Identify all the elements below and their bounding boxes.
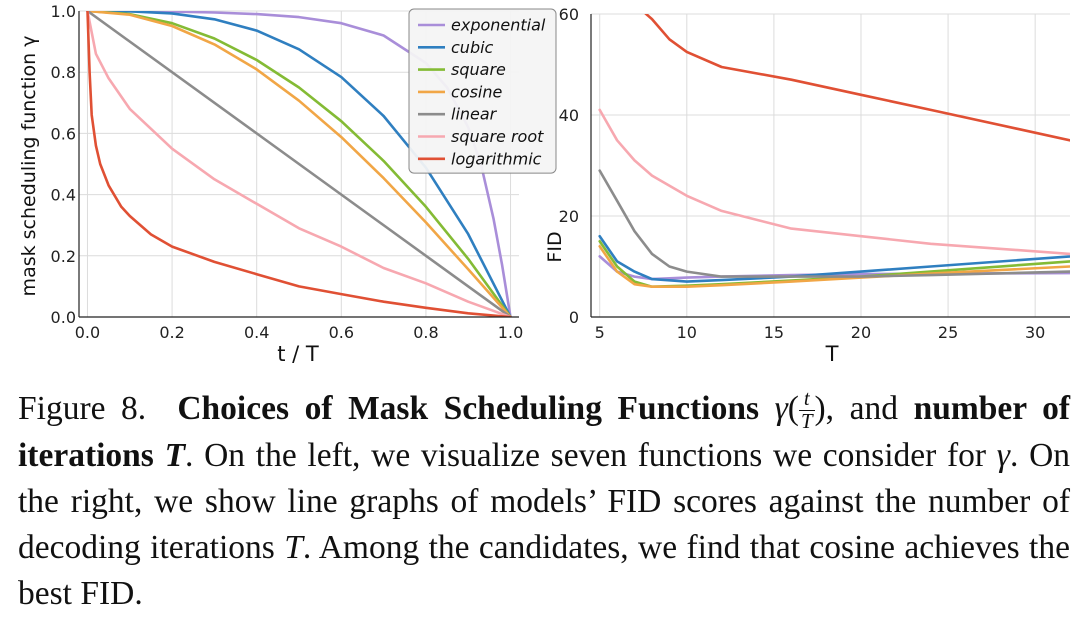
left-series-square bbox=[86, 11, 512, 317]
right-grid bbox=[591, 13, 1070, 318]
caption-gamma-symbol-2: γ bbox=[996, 436, 1010, 474]
caption-figure-number: Figure 8. bbox=[18, 390, 147, 427]
left-ytick-4: 0.8 bbox=[51, 63, 76, 82]
legend-label-exponential: exponential bbox=[451, 16, 546, 35]
right-xtick-4: 25 bbox=[938, 323, 958, 342]
right-series-group bbox=[598, 14, 1070, 289]
left-ytick-5: 1.0 bbox=[51, 2, 76, 21]
left-series-exponential bbox=[86, 11, 512, 317]
right-ytick-3: 60 bbox=[559, 5, 579, 24]
figure-charts: 0.0 0.2 0.4 0.6 0.8 1.0 0.0 0.2 0.4 0.6 0.8 1.0 t /… bbox=[18, 2, 1070, 366]
caption-bold-iterations: number of iterations bbox=[18, 390, 1071, 474]
left-series-cubic bbox=[86, 11, 512, 317]
right-xtick-0: 5 bbox=[595, 323, 605, 342]
left-xtick-2: 0.4 bbox=[244, 323, 269, 342]
legend-box bbox=[408, 8, 557, 174]
chart-legend: exponential cubic square cosine linear square… bbox=[408, 8, 557, 174]
legend-label-logarithmic: logarithmic bbox=[451, 149, 542, 168]
legend-label-cosine: cosine bbox=[451, 82, 503, 101]
right-ytick-2: 40 bbox=[559, 106, 579, 125]
left-ytick-3: 0.6 bbox=[51, 124, 76, 143]
right-series-linear bbox=[598, 169, 1070, 278]
left-series-linear bbox=[86, 11, 512, 317]
right-ytick-1: 20 bbox=[559, 207, 579, 226]
left-xtick-1: 0.2 bbox=[159, 323, 184, 342]
left-ytick-1: 0.2 bbox=[51, 247, 76, 266]
figure-caption: Figure 8. Choices of Mask Scheduling Fun… bbox=[18, 386, 1070, 617]
caption-part4: . On the right, we show line graphs of m… bbox=[18, 436, 1071, 566]
legend-label-square-root: square root bbox=[451, 127, 544, 146]
caption-paren-open: ( bbox=[787, 390, 799, 427]
right-series-logarithmic bbox=[644, 14, 1070, 142]
caption-part5: . Among the candidates, we find that cos… bbox=[18, 528, 1070, 612]
left-series-cosine bbox=[86, 11, 512, 317]
caption-part3: . On the left, we visualize seven functi… bbox=[185, 436, 987, 474]
left-ytick-2: 0.4 bbox=[51, 186, 76, 205]
right-xtick-1: 10 bbox=[677, 323, 697, 342]
legend-label-square: square bbox=[451, 60, 506, 79]
left-y-axis-label: mask scheduling function γ bbox=[18, 36, 40, 297]
left-tick-labels: 0.0 0.2 0.4 0.6 0.8 1.0 0.0 0.2 0.4 0.6 0.8 1.0 bbox=[51, 2, 524, 342]
left-xtick-3: 0.6 bbox=[329, 323, 354, 342]
left-xtick-5: 1.0 bbox=[498, 323, 523, 342]
right-x-axis-label: T bbox=[825, 342, 839, 366]
right-tick-labels: 5 10 15 20 25 30 0 20 40 60 bbox=[559, 5, 1046, 342]
right-series-cubic bbox=[598, 234, 1070, 283]
caption-and-text: , and bbox=[825, 390, 898, 427]
legend-label-cubic: cubic bbox=[451, 38, 494, 57]
fraction-numerator: t bbox=[798, 388, 815, 411]
right-axes bbox=[590, 14, 1070, 318]
left-ytick-0: 0.0 bbox=[51, 308, 76, 327]
right-y-axis-label: FID bbox=[544, 231, 566, 262]
right-xtick-5: 30 bbox=[1025, 323, 1045, 342]
caption-paren-close: ) bbox=[814, 390, 826, 427]
left-xtick-0: 0.0 bbox=[75, 323, 100, 342]
left-series-logarithmic bbox=[86, 11, 512, 317]
right-xtick-2: 15 bbox=[764, 323, 784, 342]
left-axes bbox=[78, 11, 519, 318]
fraction-denominator: T bbox=[800, 409, 813, 433]
right-series-square-root bbox=[598, 108, 1070, 256]
left-series-group bbox=[86, 11, 512, 317]
caption-bold-T: T bbox=[164, 436, 186, 474]
caption-var-T: T bbox=[284, 528, 303, 566]
right-chart-fid: 5 10 15 20 25 30 0 20 40 60 T FID bbox=[544, 5, 1070, 366]
left-xtick-4: 0.8 bbox=[413, 323, 438, 342]
left-series-square-root bbox=[86, 11, 512, 317]
left-x-axis-label: t / T bbox=[277, 342, 319, 366]
left-chart-mask-schedule: 0.0 0.2 0.4 0.6 0.8 1.0 0.0 0.2 0.4 0.6 0.8 1.0 t /… bbox=[18, 2, 557, 366]
legend-label-linear: linear bbox=[451, 105, 498, 124]
right-xtick-3: 20 bbox=[851, 323, 871, 342]
caption-bold-title: Choices of Mask Scheduling Functions bbox=[177, 390, 759, 427]
right-ytick-0: 0 bbox=[569, 308, 579, 327]
caption-gamma-symbol: γ bbox=[774, 390, 788, 427]
